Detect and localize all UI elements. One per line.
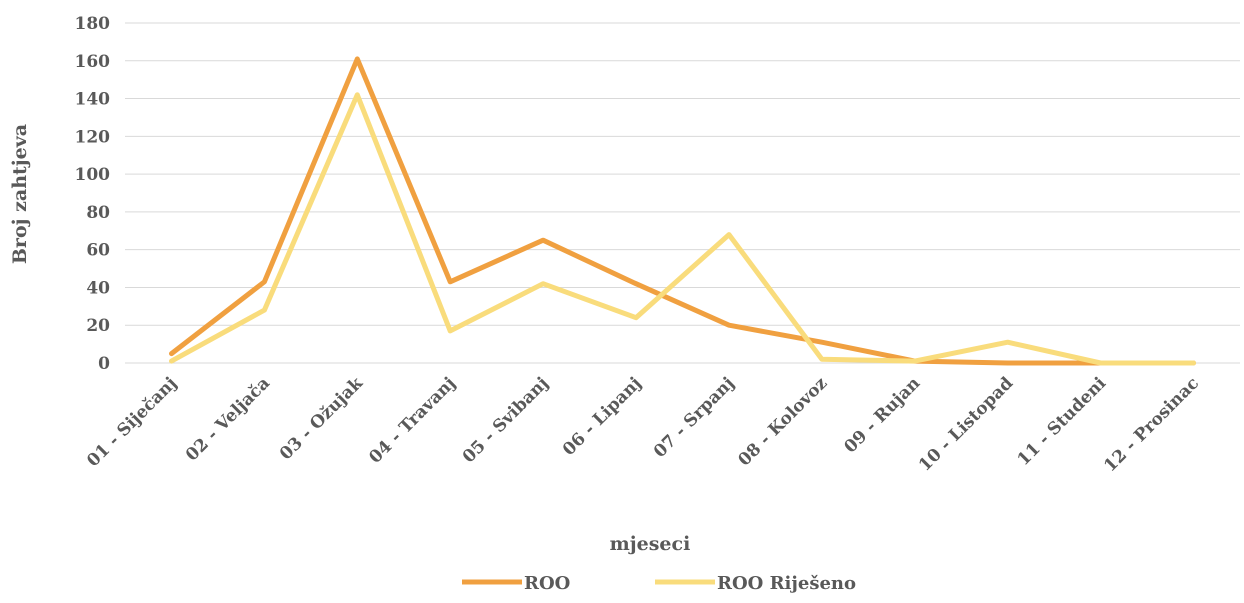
y-tick-label: 140 <box>75 90 111 110</box>
y-tick-label: 180 <box>75 14 111 34</box>
gridlines <box>125 22 1240 364</box>
y-tick-label: 40 <box>86 278 110 298</box>
series-line-roo-riješeno <box>169 92 1196 366</box>
x-tick-label: 09 - Rujan <box>840 373 924 457</box>
y-tick-label: 0 <box>98 354 110 374</box>
x-tick-label: 06 - Lipanj <box>559 373 646 460</box>
x-tick-label: 11 - Studeni <box>1014 373 1111 470</box>
x-tick-label: 10 - Listopad <box>915 373 1017 475</box>
y-tick-label: 60 <box>86 241 110 261</box>
x-tick-label: 03 - Ožujak <box>276 373 368 465</box>
legend: ROO ROO Riješeno <box>462 573 856 594</box>
x-tick-label: 07 - Srpanj <box>650 373 739 462</box>
x-tick-label: 01 - Siječanj <box>83 373 181 471</box>
x-tick-label: 08 - Kolovoz <box>735 373 832 470</box>
legend-label: ROO Riješeno <box>717 573 856 594</box>
y-axis-title: Broj zahtjeva <box>9 124 31 264</box>
x-tick-label: 05 - Svibanj <box>459 373 553 467</box>
y-tick-label: 120 <box>75 127 111 147</box>
legend-label: ROO <box>524 573 570 594</box>
x-tick-label: 02 - Veljača <box>182 373 274 465</box>
x-tick-label: 04 - Travanj <box>365 373 459 467</box>
y-axis-ticks: 0 20 40 60 80 100 120 140 160 180 <box>75 14 111 374</box>
x-tick-label: 12 - Prosinac <box>1100 373 1203 476</box>
y-tick-label: 100 <box>75 165 111 185</box>
y-tick-label: 20 <box>86 316 110 336</box>
x-axis-title: mjeseci <box>610 533 691 555</box>
y-tick-label: 160 <box>75 52 111 72</box>
series-line-roo <box>169 56 1196 366</box>
series-lines <box>169 56 1196 366</box>
y-tick-label: 80 <box>86 203 110 223</box>
